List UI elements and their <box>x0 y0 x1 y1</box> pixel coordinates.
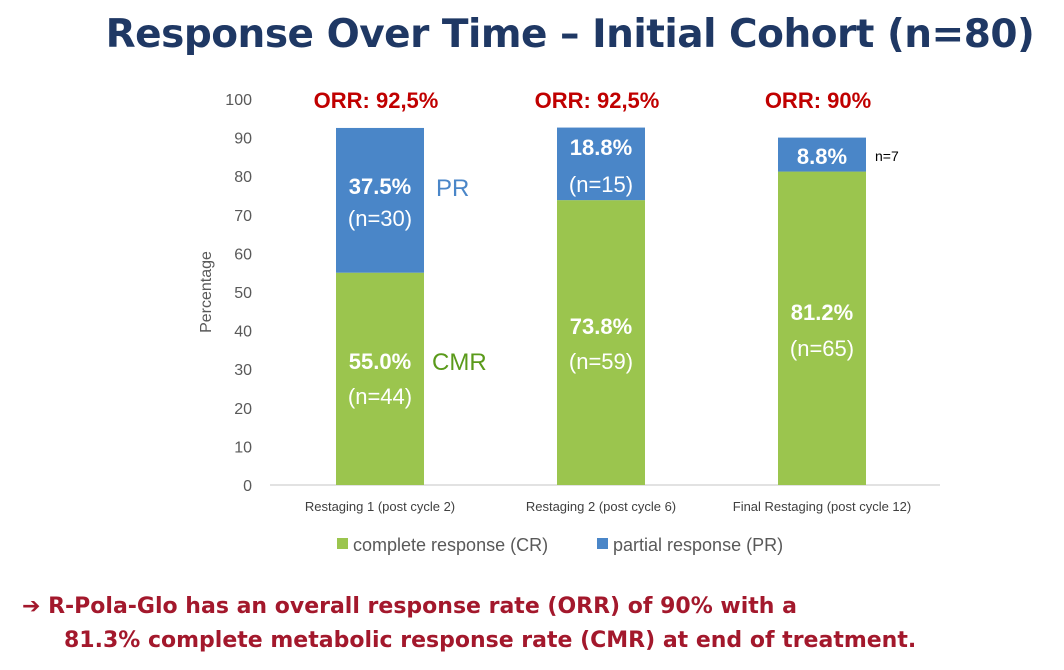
bar-cr <box>336 272 424 485</box>
legend-swatch-cr <box>337 538 348 549</box>
cr-value-label: 81.2% <box>791 300 853 325</box>
y-tick-label: 10 <box>234 439 252 456</box>
x-tick-label: Restaging 1 (post cycle 2) <box>305 499 455 514</box>
cr-n-label: (n=44) <box>348 384 412 409</box>
y-tick-label: 70 <box>234 208 252 225</box>
y-tick-label: 90 <box>234 131 252 148</box>
x-tick-label: Restaging 2 (post cycle 6) <box>526 499 676 514</box>
y-tick-label: 60 <box>234 246 252 263</box>
footer-line-2: 81.3% complete metabolic response rate (… <box>64 628 917 653</box>
bar-cr <box>778 171 866 485</box>
arrow-icon: ➔ <box>22 594 41 619</box>
legend-label-pr: partial response (PR) <box>613 535 783 555</box>
pr-value-label: 18.8% <box>570 135 632 160</box>
pr-value-label: 8.8% <box>797 144 847 169</box>
legend-swatch-pr <box>597 538 608 549</box>
y-tick-label: 40 <box>234 324 252 341</box>
y-axis-label: Percentage <box>198 251 215 333</box>
orr-label: ORR: 92,5% <box>535 88 660 113</box>
cr-n-label: (n=59) <box>569 349 633 374</box>
y-tick-label: 30 <box>234 362 252 379</box>
stacked-bar-chart: 0 10 20 30 40 50 60 70 80 90 100 Percentage Restagin… <box>198 88 940 555</box>
cr-value-label: 55.0% <box>349 349 411 374</box>
orr-label: ORR: 92,5% <box>314 88 439 113</box>
pr-n-label: (n=30) <box>348 206 412 231</box>
pr-value-label: 37.5% <box>349 174 411 199</box>
pr-n-label: (n=15) <box>569 172 633 197</box>
orr-label: ORR: 90% <box>765 88 871 113</box>
footer-text-1: R-Pola-Glo has an overall response rate … <box>48 594 797 619</box>
legend-label-cr: complete response (CR) <box>353 535 548 555</box>
bar-pr <box>557 127 645 201</box>
y-tick-label: 80 <box>234 169 252 186</box>
bar-cr <box>557 200 645 485</box>
cr-n-label: (n=65) <box>790 336 854 361</box>
y-tick-label: 50 <box>234 285 252 302</box>
cmr-annotation: CMR <box>432 349 487 376</box>
pr-annotation: PR <box>436 175 469 202</box>
cr-value-label: 73.8% <box>570 314 632 339</box>
pr-n-label: n=7 <box>875 148 899 164</box>
footer-line-1: ➔ R-Pola-Glo has an overall response rat… <box>22 594 797 619</box>
y-tick-label: 20 <box>234 401 252 418</box>
slide-title: Response Over Time – Initial Cohort (n=8… <box>105 12 1035 57</box>
bar-pr <box>778 137 866 172</box>
y-tick-label: 0 <box>243 478 252 495</box>
x-tick-label: Final Restaging (post cycle 12) <box>733 499 911 514</box>
bar-pr <box>336 127 424 273</box>
y-tick-label: 100 <box>225 92 252 109</box>
